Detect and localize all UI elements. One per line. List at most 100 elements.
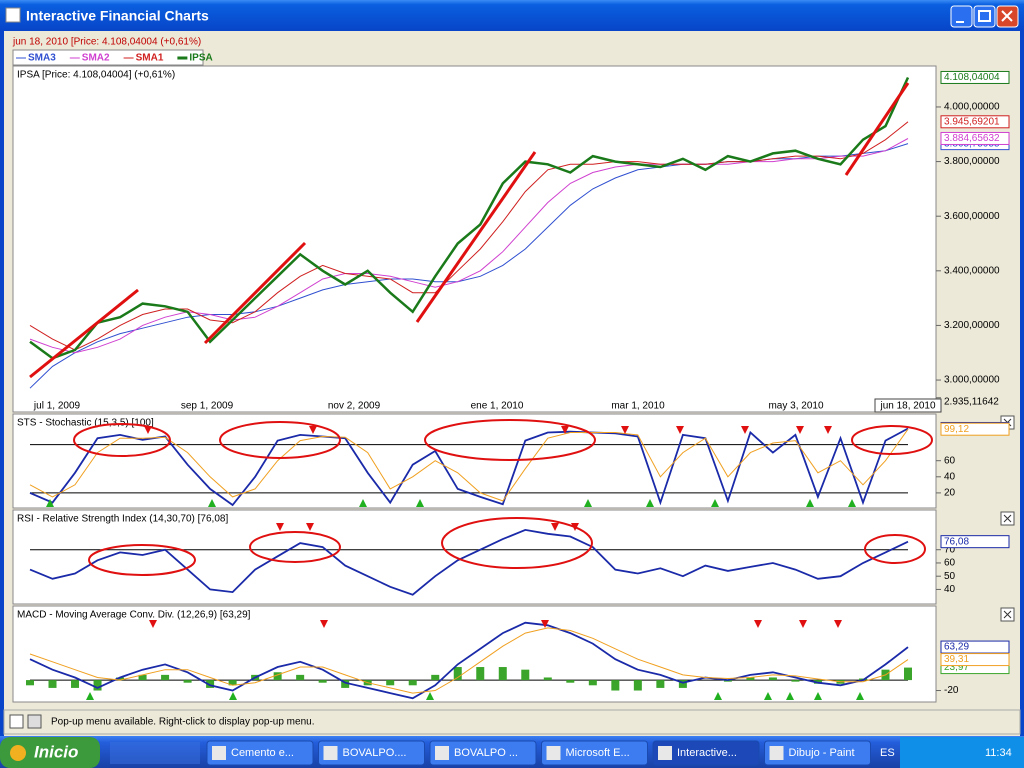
y-tick-label: 3.400,00000 (944, 265, 1000, 276)
line (29, 138, 909, 354)
task-label[interactable]: Interactive... (677, 747, 737, 759)
task-button[interactable] (652, 740, 760, 766)
task-icon[interactable] (323, 746, 338, 760)
histogram-bar (656, 680, 665, 688)
task-icon[interactable] (658, 746, 672, 760)
histogram-bar (408, 680, 417, 686)
histogram-bar (183, 680, 192, 683)
task-button[interactable] (318, 740, 425, 766)
last-value-label: 3.945,69201 (944, 116, 1000, 127)
window-title: Interactive Financial Charts (26, 8, 209, 24)
signal-marker (714, 692, 722, 700)
start-button-bg[interactable] (0, 737, 100, 768)
histogram-bar (498, 667, 507, 681)
task-icon[interactable] (546, 746, 561, 760)
last-value-box (940, 653, 1010, 667)
start-button[interactable]: Inicio (0, 737, 100, 768)
signal-marker (320, 620, 328, 628)
last-value-box (940, 115, 1010, 129)
panel-label: STS - Stochastic (15,3,5) [100] (17, 418, 154, 429)
y-tick-label: 4.000,00000 (944, 102, 1000, 113)
minimize-button[interactable] (950, 5, 973, 28)
x-tick-label: ene 1, 2010 (471, 401, 524, 412)
x-tick-label: jul 1, 2009 (33, 401, 81, 412)
task-icon[interactable] (212, 746, 226, 760)
line (29, 427, 909, 507)
legend-label: SMA3 (28, 53, 56, 64)
stochastic-panel (12, 413, 937, 509)
task-button[interactable] (764, 740, 871, 766)
histogram-bar (904, 667, 912, 681)
histogram-bar (93, 680, 102, 691)
status-text: Pop-up menu available. Right-click to di… (51, 717, 314, 728)
signal-marker (306, 523, 314, 531)
last-value-box (940, 640, 1010, 654)
language[interactable]: ES (880, 747, 895, 759)
histogram-bar (26, 680, 34, 686)
histogram-bar (206, 680, 215, 688)
legend-label: IPSA (189, 53, 212, 64)
task-label[interactable]: Dibujo - Paint (789, 747, 855, 759)
histogram-bar (476, 667, 485, 681)
signal-marker (551, 523, 559, 531)
histogram-bar (678, 680, 687, 688)
signal-marker (764, 692, 772, 700)
signal-marker (276, 523, 284, 531)
histogram-bar (768, 677, 777, 681)
signal-marker (711, 499, 719, 507)
signal-marker (741, 426, 749, 434)
tray (900, 737, 1024, 768)
x-tick-label: jun 18, 2010 (879, 401, 935, 412)
y-tick-label: 3.800,00000 (944, 156, 1000, 167)
signal-marker (806, 499, 814, 507)
maximize-button[interactable] (973, 5, 996, 28)
rsi-panel (12, 509, 937, 605)
window-buttons[interactable] (950, 5, 1019, 28)
info-line: jun 18, 2010 [Price: 4.108,04004 (+0,61%… (12, 37, 201, 48)
y-tick-label: 60 (944, 455, 956, 466)
x-tick-label: sep 1, 2009 (181, 401, 234, 412)
last-value-label: 23,97 (944, 662, 969, 673)
line (29, 621, 909, 700)
signal-marker (814, 692, 822, 700)
task-button[interactable] (429, 740, 537, 766)
y-tick-label: 40 (944, 471, 956, 482)
x-tick-box (874, 398, 942, 413)
histogram-bar (296, 674, 305, 681)
task-icon[interactable] (435, 746, 449, 760)
start-label[interactable]: Inicio (34, 742, 78, 761)
signal-marker (426, 692, 434, 700)
y-tick-label: -20 (944, 685, 959, 696)
signal-marker (799, 620, 807, 628)
last-value-box (940, 131, 1010, 145)
histogram-bar (746, 677, 755, 681)
status-bar (3, 709, 1021, 735)
task-icon[interactable] (769, 746, 784, 760)
histogram-bar (791, 680, 800, 682)
line (29, 528, 909, 596)
y-tick-label: 3.600,00000 (944, 211, 1000, 222)
histogram-bar (341, 680, 350, 688)
histogram-bar (318, 680, 327, 683)
legend-label: SMA1 (136, 53, 164, 64)
panel-label: RSI - Relative Strength Index (14,30,70)… (17, 514, 228, 525)
panel-label: MACD - Moving Average Conv. Div. (12,26,… (17, 610, 251, 621)
signal-marker (621, 426, 629, 434)
task-label[interactable]: BOVALPO.... (343, 747, 407, 759)
x-tick-label: nov 2, 2009 (328, 401, 381, 412)
task-label[interactable]: BOVALPO ... (454, 747, 518, 759)
last-value-label: 76,08 (944, 536, 969, 547)
task-button[interactable] (541, 740, 648, 766)
legend-label: SMA2 (82, 53, 110, 64)
y-tick-label: 40 (944, 584, 956, 595)
legend (12, 49, 204, 66)
task-label[interactable]: Microsoft E... (566, 747, 630, 759)
line (29, 627, 909, 694)
histogram-bar (566, 680, 575, 683)
panel-close-buttons[interactable] (1000, 415, 1015, 622)
last-value-label: 99,12 (944, 424, 969, 435)
task-label[interactable]: Cemento e... (231, 747, 294, 759)
histogram-bar (453, 667, 462, 681)
task-button[interactable] (206, 740, 314, 766)
last-value-label: 4.108,04004 (944, 72, 1000, 83)
